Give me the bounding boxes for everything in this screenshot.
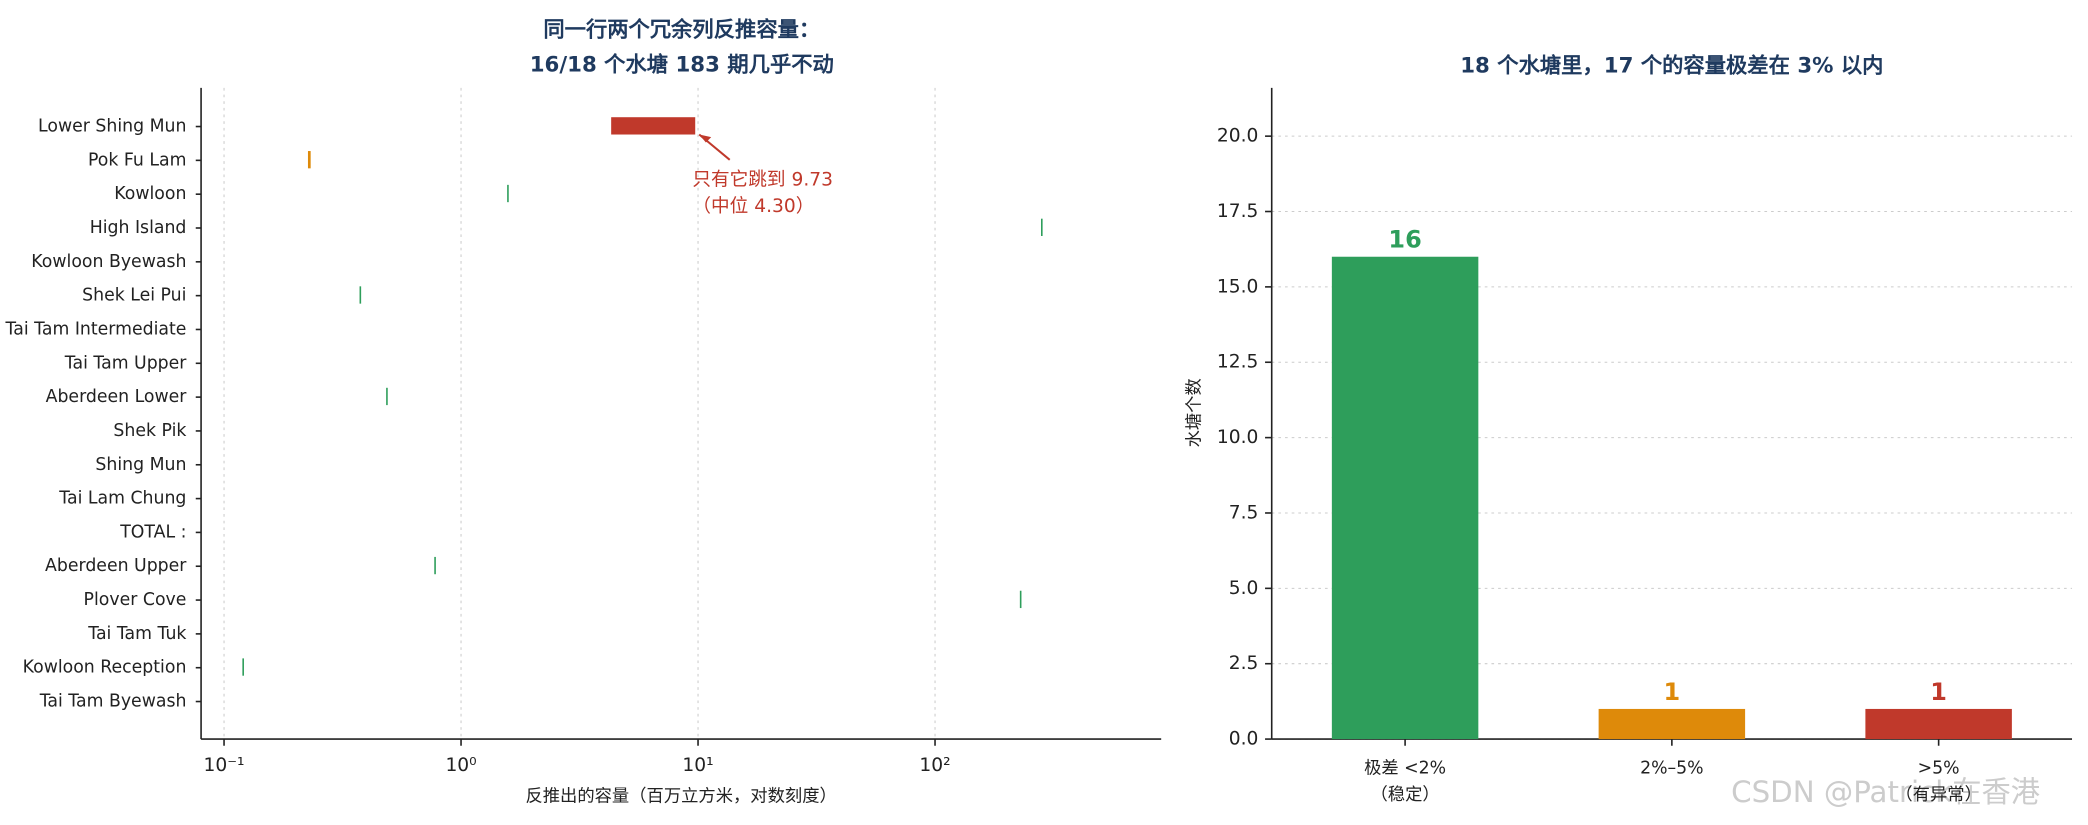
y-tick-label: Tai Lam Chung — [58, 489, 186, 509]
x-tick-label: 极差 <2% — [1364, 758, 1446, 778]
y-tick-label: High Island — [90, 218, 187, 238]
y-tick-label: 12.5 — [1217, 352, 1258, 373]
y-tick-label: 5.0 — [1229, 578, 1259, 599]
y-tick-label: Tai Tam Intermediate — [5, 319, 187, 339]
y-tick-label: Shing Mun — [95, 455, 186, 475]
bar — [1598, 708, 1746, 740]
y-tick-label: Aberdeen Lower — [46, 387, 188, 407]
annotation-arrowhead — [699, 134, 712, 143]
y-tick-label: 0.0 — [1229, 729, 1259, 750]
y-tick-label: Shek Pik — [113, 421, 186, 441]
y-tick-label: Pok Fu Lam — [88, 150, 186, 170]
range-bar — [1019, 590, 1022, 609]
y-tick-label: 10.0 — [1217, 427, 1258, 448]
bar — [1865, 708, 2012, 740]
range-bar — [1041, 218, 1043, 236]
x-tick-label: 10² — [919, 755, 950, 776]
y-tick-label: Tai Tam Byewash — [39, 692, 187, 712]
y-tick-label: Tai Tam Upper — [64, 353, 188, 373]
x-tick-label: 2%–5% — [1640, 758, 1704, 778]
annotation: （中位 4.30） — [692, 196, 814, 217]
range-bar — [307, 151, 311, 169]
y-axis-label: 水塘个数 — [1184, 378, 1204, 447]
y-tick-label: Kowloon Reception — [23, 658, 187, 678]
chart-title: 18 个水塘里，17 个的容量极差在 3% 以内 — [1460, 53, 1883, 79]
x-tick-label: 10¹ — [682, 755, 713, 776]
y-tick-label: 2.5 — [1229, 653, 1259, 674]
y-tick-label: 15.0 — [1217, 276, 1258, 297]
y-tick-label: Kowloon Byewash — [31, 252, 186, 272]
x-axis-label: 反推出的容量（百万立方米，对数刻度） — [525, 786, 836, 806]
range-bar — [507, 184, 509, 203]
value-label: 1 — [1930, 678, 1947, 706]
range-bar — [434, 556, 436, 575]
y-tick-label: 17.5 — [1217, 201, 1258, 222]
value-label: 1 — [1664, 678, 1681, 706]
watermark: CSDN @Patrick在香港 — [1731, 775, 2040, 809]
y-tick-label: Shek Lei Pui — [82, 286, 186, 306]
x-tick-label: （稳定） — [1371, 785, 1440, 805]
y-tick-label: Plover Cove — [84, 590, 187, 610]
y-tick-label: Tai Tam Tuk — [87, 624, 186, 644]
x-tick-label: 10⁻¹ — [204, 755, 245, 776]
y-tick-label: Kowloon — [114, 184, 186, 204]
bar — [1331, 256, 1479, 740]
y-tick-label: 7.5 — [1229, 502, 1259, 523]
chart-title: 16/18 个水塘 183 期几乎不动 — [530, 51, 834, 77]
chart-title: 同一行两个冗余列反推容量： — [543, 17, 820, 43]
y-tick-label: Aberdeen Upper — [45, 556, 187, 576]
x-tick-label: >5% — [1918, 758, 1960, 778]
range-bar — [242, 658, 244, 676]
value-label: 16 — [1388, 226, 1421, 254]
annotation: 只有它跳到 9.73 — [692, 169, 833, 190]
x-tick-label: 10⁰ — [445, 755, 476, 776]
x-tick-label: （有异常） — [1895, 785, 1981, 805]
y-tick-label: 20.0 — [1217, 126, 1258, 147]
y-tick-label: Lower Shing Mun — [38, 117, 186, 137]
range-bar — [386, 387, 388, 406]
y-tick-label: TOTAL : — [119, 522, 186, 542]
range-bar — [611, 117, 696, 135]
range-bar — [359, 286, 362, 304]
